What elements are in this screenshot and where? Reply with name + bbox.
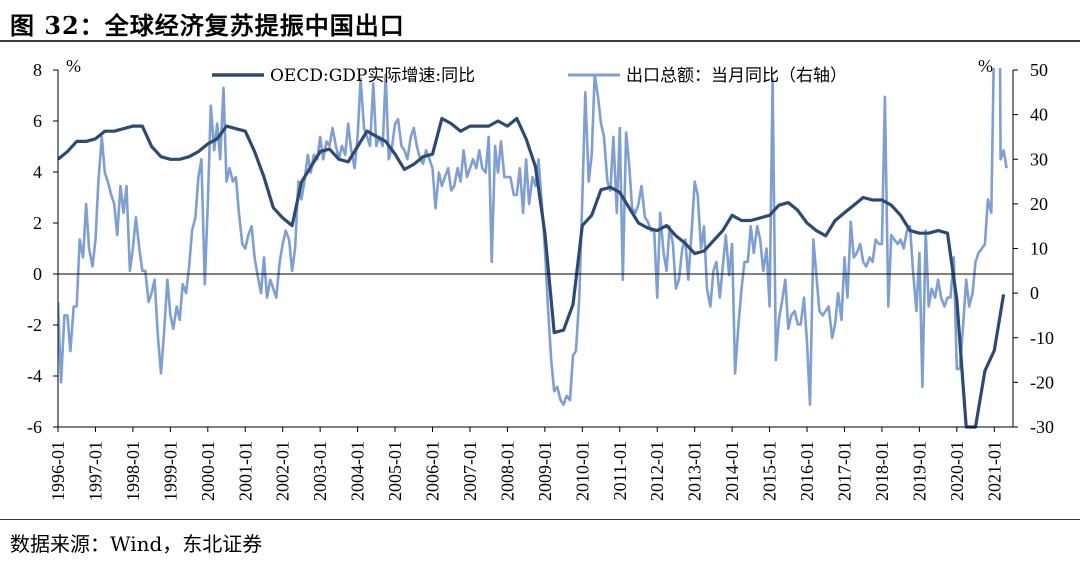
- right-tick-label: -30: [1030, 417, 1054, 437]
- export-yoy-line: [58, 68, 1008, 406]
- right-tick-label: -20: [1030, 372, 1054, 392]
- x-tick-label: 2005-01: [385, 441, 405, 501]
- x-tick-label: 2017-01: [834, 441, 854, 501]
- left-tick-label: -4: [27, 366, 42, 386]
- x-tick-label: 2002-01: [273, 441, 293, 501]
- figure-title: 图 32：全球经济复苏提振中国出口: [10, 11, 405, 40]
- left-tick-label: 2: [33, 213, 42, 233]
- x-tick-label: 2020-01: [947, 441, 967, 501]
- source-divider: [0, 519, 1080, 520]
- source-note: 数据来源：Wind，东北证券: [10, 532, 263, 556]
- right-tick-label: 40: [1030, 105, 1048, 125]
- x-tick-label: 2007-01: [460, 441, 480, 501]
- right-tick-label: 50: [1030, 60, 1048, 80]
- right-tick-label: 20: [1030, 194, 1048, 214]
- x-tick-label: 2021-01: [984, 441, 1004, 501]
- series-lines: [58, 68, 1008, 429]
- left-tick-label: 8: [33, 60, 42, 80]
- left-unit-label: %: [66, 56, 81, 76]
- right-tick-label: 30: [1030, 149, 1048, 169]
- right-tick-label: 0: [1030, 283, 1039, 303]
- x-tick-label: 2001-01: [235, 441, 255, 501]
- x-tick-label: 2009-01: [535, 441, 555, 501]
- x-tick-label: 1998-01: [123, 441, 143, 501]
- legend-export-label: 出口总额：当月同比（右轴）: [626, 66, 847, 86]
- title-underline: [0, 40, 1080, 42]
- x-tick-label: 2012-01: [647, 441, 667, 501]
- x-tick-label: 2013-01: [685, 441, 705, 501]
- x-tick-label: 2014-01: [722, 441, 742, 501]
- right-unit-label: %: [978, 56, 993, 76]
- x-tick-label: 2000-01: [198, 441, 218, 501]
- oecd-gdp-line: [58, 116, 1006, 429]
- left-tick-label: -2: [27, 315, 42, 335]
- right-tick-label: -10: [1030, 328, 1054, 348]
- x-tick-label: 1999-01: [160, 441, 180, 501]
- x-tick-label: 2003-01: [310, 441, 330, 501]
- x-tick-label: 2019-01: [909, 441, 929, 501]
- x-tick-label: 2006-01: [423, 441, 443, 501]
- left-tick-label: 0: [33, 264, 42, 284]
- x-tick-label: 1996-01: [48, 441, 68, 501]
- x-tick-label: 2016-01: [797, 441, 817, 501]
- x-tick-label: 2015-01: [760, 441, 780, 501]
- left-tick-label: 6: [33, 111, 42, 131]
- right-tick-label: 10: [1030, 239, 1048, 259]
- x-tick-label: 2008-01: [497, 441, 517, 501]
- x-tick-label: 2011-01: [610, 441, 630, 500]
- title-row: 图 32：全球经济复苏提振中国出口: [0, 0, 1080, 42]
- x-tick-label: 2010-01: [572, 441, 592, 501]
- left-tick-label: -6: [27, 417, 42, 437]
- x-tick-label: 2004-01: [348, 441, 368, 501]
- x-tick-label: 2018-01: [872, 441, 892, 501]
- legend-oecd-label: OECD:GDP实际增速:同比: [270, 66, 475, 86]
- left-tick-label: 4: [33, 162, 42, 182]
- x-tick-label: 1997-01: [85, 441, 105, 501]
- legend: OECD:GDP实际增速:同比 出口总额：当月同比（右轴）: [212, 66, 847, 86]
